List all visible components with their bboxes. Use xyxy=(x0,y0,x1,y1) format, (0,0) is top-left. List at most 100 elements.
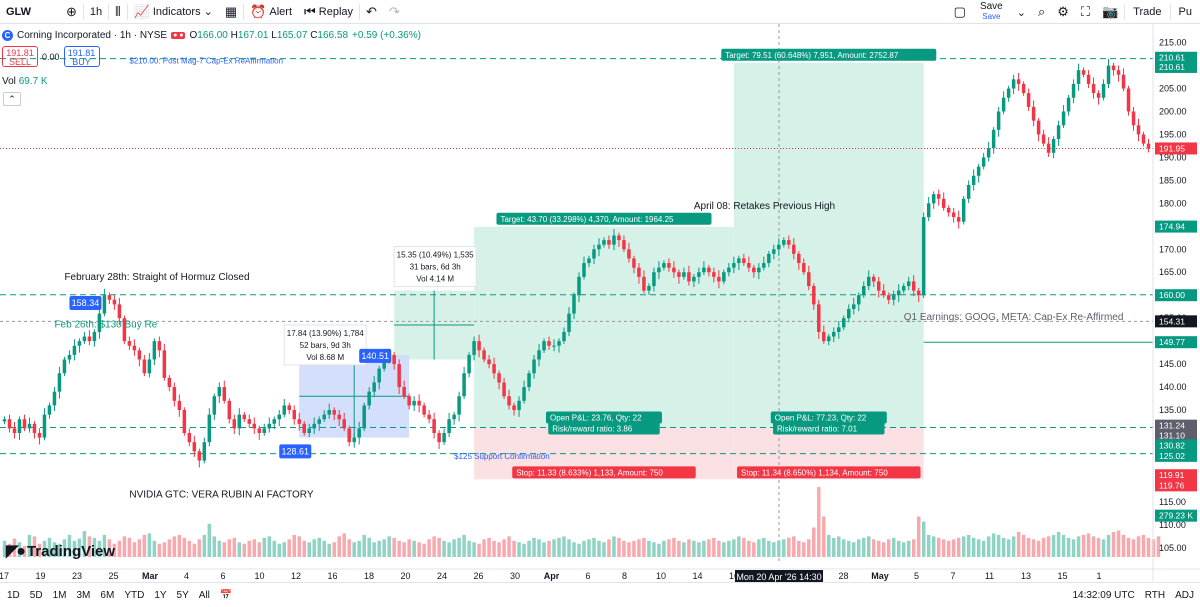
volume-bar xyxy=(22,545,27,557)
candle-body xyxy=(1116,70,1121,75)
date-range-button[interactable]: 📅 xyxy=(215,590,237,601)
trade-button[interactable]: Trade xyxy=(1125,6,1169,18)
volume-bar xyxy=(787,537,791,557)
volume-bar xyxy=(1061,534,1066,557)
interval-button[interactable]: 1h xyxy=(84,0,108,24)
alert-button[interactable]: ⏰ Alert xyxy=(244,0,298,24)
volume-bar xyxy=(452,539,456,557)
collapse-legend-button[interactable]: ⌃ xyxy=(3,92,21,106)
measure-info-text: 31 bars, 6d 3h xyxy=(410,263,461,272)
volume-bar xyxy=(792,536,796,557)
volume-bar xyxy=(822,516,826,557)
range-button-1d[interactable]: 1D xyxy=(7,589,20,601)
range-button-3m[interactable]: 3M xyxy=(76,589,91,601)
candle-body xyxy=(317,419,321,424)
candle-body xyxy=(1131,111,1136,126)
candle-body xyxy=(502,382,506,397)
indicators-button[interactable]: 📈 Indicators ⌄ xyxy=(128,0,219,24)
publish-button[interactable]: Pu xyxy=(1171,6,1200,18)
price-tick: 135.00 xyxy=(1159,405,1187,415)
volume-bar xyxy=(891,537,896,557)
time-tick: 20 xyxy=(400,571,410,581)
tradingview-logo-text: TradingView xyxy=(26,542,116,560)
candle-body xyxy=(582,263,586,277)
candle-body xyxy=(277,414,282,420)
time-tick: Apr xyxy=(544,571,560,581)
volume-bar xyxy=(1096,537,1101,557)
range-button-6m[interactable]: 6M xyxy=(100,589,115,601)
buy-button[interactable]: 191.81 BUY xyxy=(63,46,100,67)
volume-bar xyxy=(956,537,961,557)
save-menu-button[interactable]: ⌄ xyxy=(1011,0,1032,24)
volume-bar xyxy=(202,534,207,557)
candle-body xyxy=(727,267,731,273)
volume-bar xyxy=(762,537,766,557)
candle-body xyxy=(507,396,511,406)
save-button[interactable]: Save Save xyxy=(972,2,1011,22)
range-button-all[interactable]: All xyxy=(198,589,210,601)
range-button-ytd[interactable]: YTD xyxy=(124,589,145,601)
candle-body xyxy=(137,350,142,360)
volume-bar xyxy=(881,542,886,557)
volume-bar xyxy=(682,542,686,557)
camera-icon: 📷 xyxy=(1102,4,1119,19)
snapshot-button[interactable]: 📷 xyxy=(1096,0,1124,24)
volume-bar xyxy=(522,543,526,557)
axis-badge: 125.02 xyxy=(1159,451,1185,461)
candle-body xyxy=(452,414,456,420)
chart-type-button[interactable]: ⫴ xyxy=(109,0,126,24)
layout-icon: ▢ xyxy=(953,4,966,19)
candle-body xyxy=(47,405,52,415)
range-button-1m[interactable]: 1M xyxy=(52,589,67,601)
settings-button[interactable]: ⚙ xyxy=(1051,0,1075,24)
symbol-search[interactable]: GLW xyxy=(0,0,60,24)
target-label: Target: 79.51 (60.648%) 7,951, Amount: 2… xyxy=(725,51,899,60)
measure-info-text: Vol 4.14 M xyxy=(416,275,454,284)
price-tick: 200.00 xyxy=(1159,106,1187,116)
volume-bar xyxy=(237,542,242,557)
measure-info-text: 17.84 (13.90%) 1,784 xyxy=(287,329,364,338)
undo-button[interactable]: ↶ xyxy=(360,0,383,24)
rr-label-bg xyxy=(548,422,660,435)
candle-body xyxy=(302,423,306,433)
volume-bar xyxy=(267,536,272,557)
session-toggle[interactable]: RTH xyxy=(1144,590,1166,601)
redo-button[interactable]: ↷ xyxy=(383,0,406,24)
adjustment-toggle[interactable]: ADJ xyxy=(1175,590,1194,601)
axis-badge-bg xyxy=(1155,289,1197,302)
volume-bar xyxy=(842,539,846,557)
candle-body xyxy=(312,423,316,429)
layout-button[interactable]: ▢ xyxy=(948,0,972,24)
templates-button[interactable]: ▦ xyxy=(219,0,243,24)
volume-bar xyxy=(981,540,986,557)
clock[interactable]: 14:32:09 UTC xyxy=(1072,590,1135,601)
volume-bar xyxy=(1136,536,1141,557)
volume-bar xyxy=(447,542,451,557)
volume-bar xyxy=(42,540,47,557)
sell-button[interactable]: 191.81 SELL xyxy=(2,46,38,67)
candles-icon: ⫴ xyxy=(115,3,121,19)
range-button-5y[interactable]: 5Y xyxy=(176,589,189,601)
volume-bar xyxy=(282,542,287,557)
candle-body xyxy=(537,350,541,360)
quick-search-button[interactable]: ⌕ xyxy=(1032,0,1051,24)
candle-body xyxy=(906,281,911,287)
candle-body xyxy=(737,258,741,264)
candle-body xyxy=(442,432,446,443)
price-chart[interactable]: Target: 43.70 (33.298%) 4,370, Amount: 1… xyxy=(0,24,1200,582)
volume-bar xyxy=(262,537,267,557)
replay-button[interactable]: ⏮ Replay xyxy=(298,0,359,24)
range-button-1y[interactable]: 1Y xyxy=(154,589,167,601)
compare-button[interactable]: ⊕ xyxy=(60,0,83,24)
candle-body xyxy=(77,341,82,346)
candle-body xyxy=(592,249,596,259)
volume-bar xyxy=(921,521,926,557)
candle-body xyxy=(12,428,17,433)
range-button-5d[interactable]: 5D xyxy=(29,589,43,601)
bottom-right: 14:32:09 UTC RTH ADJ xyxy=(1072,583,1194,607)
candle-body xyxy=(1126,88,1131,112)
candle-body xyxy=(607,240,611,245)
fullscreen-button[interactable]: ⛶ xyxy=(1075,0,1096,24)
volume-bar xyxy=(122,536,127,557)
candle-body xyxy=(207,414,212,443)
